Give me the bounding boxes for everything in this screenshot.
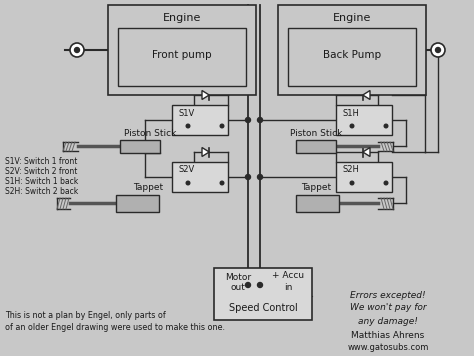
Polygon shape <box>363 90 370 99</box>
Circle shape <box>186 124 190 128</box>
Text: Engine: Engine <box>163 13 201 23</box>
Circle shape <box>257 283 263 288</box>
Circle shape <box>70 43 84 57</box>
Circle shape <box>257 174 263 179</box>
Circle shape <box>246 174 250 179</box>
Text: Front pump: Front pump <box>152 50 212 60</box>
Circle shape <box>350 181 354 185</box>
Text: Piston Stick: Piston Stick <box>124 129 176 137</box>
Bar <box>172 162 228 192</box>
Bar <box>172 105 228 135</box>
Circle shape <box>350 124 354 128</box>
Circle shape <box>220 181 224 185</box>
Circle shape <box>220 124 224 128</box>
Bar <box>288 28 416 86</box>
Bar <box>120 140 160 153</box>
Circle shape <box>246 117 250 122</box>
Text: Matthias Ahrens: Matthias Ahrens <box>351 330 425 340</box>
Circle shape <box>431 43 445 57</box>
Text: Errors excepted!: Errors excepted! <box>350 290 426 299</box>
Bar <box>336 105 392 135</box>
Text: www.gatosubs.com: www.gatosubs.com <box>347 342 428 351</box>
Bar <box>296 140 336 153</box>
Text: S2V: Switch 2 front: S2V: Switch 2 front <box>5 168 77 177</box>
Text: any damage!: any damage! <box>358 316 418 325</box>
Bar <box>214 268 312 320</box>
Text: Speed Control: Speed Control <box>228 303 297 313</box>
Circle shape <box>246 283 250 288</box>
Text: Engine: Engine <box>333 13 371 23</box>
Text: Piston Stick: Piston Stick <box>290 129 342 137</box>
Text: Tappet: Tappet <box>301 183 331 193</box>
Text: out: out <box>230 283 246 293</box>
Circle shape <box>436 47 440 52</box>
Circle shape <box>384 181 388 185</box>
Polygon shape <box>202 90 209 99</box>
Text: S1H: Switch 1 back: S1H: Switch 1 back <box>5 178 78 187</box>
Circle shape <box>384 124 388 128</box>
Bar <box>278 5 426 95</box>
Text: of an older Engel drawing were used to make this one.: of an older Engel drawing were used to m… <box>5 324 225 333</box>
Text: + Accu: + Accu <box>272 272 304 281</box>
Polygon shape <box>202 147 209 157</box>
Text: Tappet: Tappet <box>133 183 163 193</box>
Circle shape <box>74 47 80 52</box>
Text: S1V: Switch 1 front: S1V: Switch 1 front <box>5 157 77 167</box>
Bar <box>336 162 392 192</box>
Circle shape <box>257 117 263 122</box>
Text: We won't pay for: We won't pay for <box>350 304 426 313</box>
Bar <box>108 5 256 95</box>
Text: in: in <box>284 283 292 293</box>
Bar <box>296 195 339 212</box>
Text: Motor: Motor <box>225 273 251 283</box>
Text: Back Pump: Back Pump <box>323 50 381 60</box>
Text: S1H: S1H <box>343 109 360 117</box>
Text: S2H: Switch 2 back: S2H: Switch 2 back <box>5 188 78 197</box>
Circle shape <box>186 181 190 185</box>
Text: This is not a plan by Engel, only parts of: This is not a plan by Engel, only parts … <box>5 310 166 319</box>
Bar <box>118 28 246 86</box>
Polygon shape <box>363 147 370 157</box>
Bar <box>116 195 159 212</box>
Text: S2V: S2V <box>179 166 195 174</box>
Text: S2H: S2H <box>343 166 360 174</box>
Text: S1V: S1V <box>179 109 195 117</box>
